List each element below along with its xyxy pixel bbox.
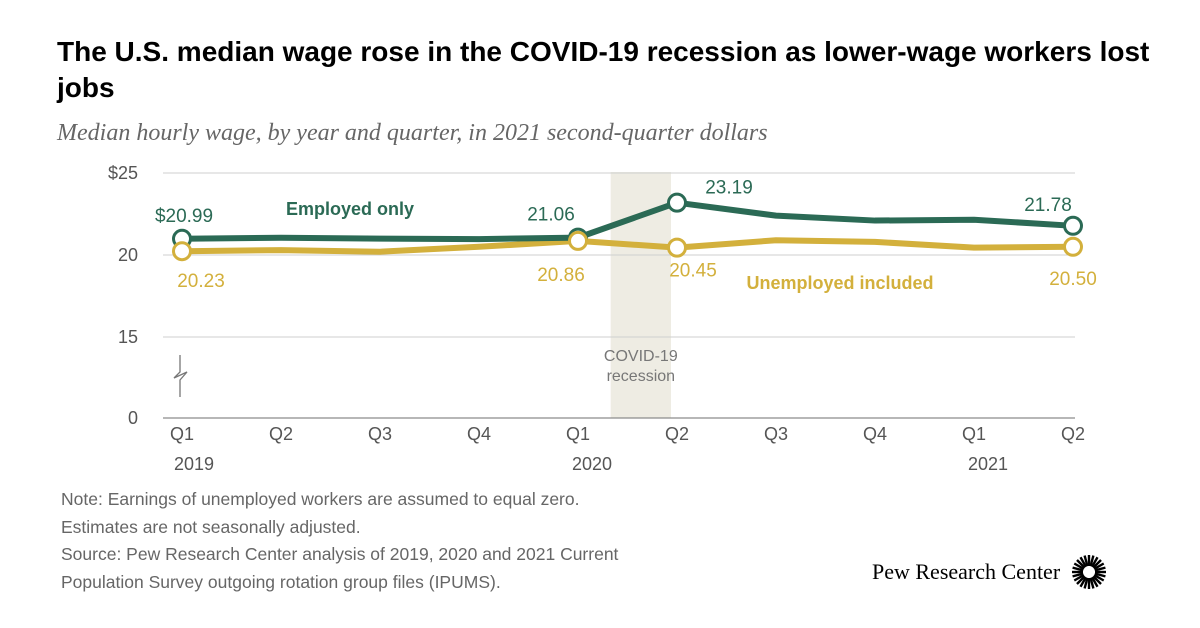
data-label: 20.45 [669, 261, 717, 282]
x-tick-label: Q1 [566, 424, 590, 444]
logo-ray [1092, 559, 1103, 569]
data-label: 21.06 [527, 205, 575, 226]
data-label: 21.78 [1024, 195, 1072, 216]
logo-ray [1076, 559, 1086, 569]
data-point-marker [1063, 215, 1083, 236]
data-label: 20.86 [537, 265, 585, 286]
x-tick-label: Q3 [764, 424, 788, 444]
logo-ray [1092, 575, 1103, 585]
chart-notes: Note: Earnings of unemployed workers are… [61, 486, 821, 596]
x-year-label: 2021 [968, 454, 1008, 474]
recession-label: COVID-19 [604, 348, 678, 365]
logo-ray [1091, 556, 1099, 568]
data-label: 20.50 [1049, 269, 1097, 290]
source-line: Source: Pew Research Center analysis of … [61, 544, 619, 564]
y-tick-label: 20 [118, 245, 138, 265]
logo-ray [1093, 562, 1105, 571]
logo-ray [1083, 577, 1089, 589]
axis-break-icon [173, 355, 188, 397]
logo-ray [1094, 572, 1106, 578]
logo-ray [1089, 577, 1095, 589]
x-year-label: 2019 [174, 454, 214, 474]
y-tick-label: 0 [128, 408, 138, 428]
line-chart: COVID-19 recession $25 20 15 0 Q1 Q2 Q3 Q4 Q1 Q2 Q3 Q… [108, 163, 1097, 474]
x-tick-label: Q4 [467, 424, 491, 444]
data-label: 20.23 [177, 271, 225, 292]
logo-ray [1076, 575, 1086, 585]
logo-ray [1072, 566, 1084, 572]
logo-ray [1079, 556, 1088, 568]
x-tick-label: Q2 [665, 424, 689, 444]
series-label: Unemployed included [746, 273, 933, 293]
x-tick-label: Q2 [1061, 424, 1085, 444]
data-point-marker [667, 192, 687, 213]
logo-ray [1093, 573, 1105, 582]
x-tick-label: Q2 [269, 424, 293, 444]
series-line [179, 199, 1076, 243]
logo-ray [1089, 555, 1095, 567]
note-line: Note: Earnings of unemployed workers are… [61, 489, 580, 509]
chart-subtitle: Median hourly wage, by year and quarter,… [57, 120, 768, 146]
data-point-marker [667, 237, 687, 258]
series-label: Employed only [286, 199, 414, 219]
source-line: Population Survey outgoing rotation grou… [61, 571, 501, 592]
logo-ray [1091, 576, 1099, 588]
recession-label: recession [607, 368, 675, 385]
note-line: Estimates are not seasonally adjusted. [61, 516, 361, 537]
logo-ray [1073, 573, 1085, 582]
x-tick-label: Q1 [962, 424, 986, 444]
logo-ray [1072, 572, 1084, 578]
y-tick-label: $25 [108, 163, 138, 183]
data-point-marker [1063, 236, 1083, 257]
logo-ray [1073, 562, 1085, 571]
branding: Pew Research Center [872, 553, 1108, 591]
brand-name: Pew Research Center [872, 559, 1061, 584]
data-label: 23.19 [705, 178, 753, 199]
logo-ray [1079, 576, 1088, 588]
x-tick-label: Q3 [368, 424, 392, 444]
logo-ray [1083, 555, 1089, 567]
x-year-label: 2020 [572, 454, 612, 474]
data-label: $20.99 [155, 206, 213, 227]
data-point-marker [172, 241, 192, 262]
x-tick-label: Q1 [170, 424, 194, 444]
data-point-marker [568, 230, 588, 251]
y-tick-label: 15 [118, 327, 138, 347]
series-line [179, 237, 1076, 255]
chart-title: The U.S. median wage rose in the COVID-1… [57, 36, 1150, 103]
logo-ray [1094, 566, 1106, 572]
pew-sunburst-icon [1072, 555, 1107, 589]
x-tick-label: Q4 [863, 424, 887, 444]
